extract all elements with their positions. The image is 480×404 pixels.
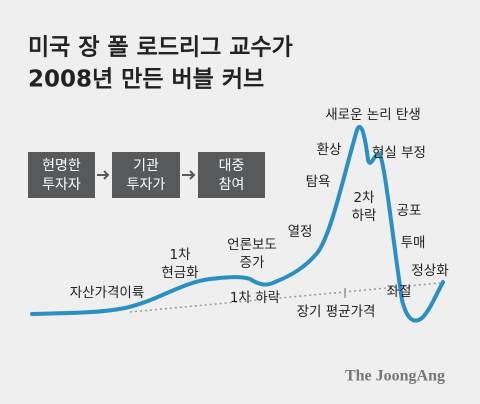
curve-label: 자산가격이륙 [70,285,145,301]
average-line [129,282,441,313]
curve-label: 열정 [288,224,313,240]
source: The JoongAng [345,368,445,385]
arrow [97,170,110,180]
curve-label: 장기 평균가격 [297,304,376,320]
flow-boxes [28,152,265,198]
flow-text: 현명한 [42,158,81,174]
arrow [182,170,196,180]
curve-label: 현금화 [161,265,198,281]
curve-label: 탐욕 [306,174,331,190]
curve-label: 1차 하락 [230,290,280,306]
flow-text: 기관 [133,158,159,174]
bubble-curve [30,124,445,323]
flow-box [28,152,95,198]
flow-box [198,152,265,198]
curve-label: 좌절 [387,284,412,300]
flow-text: 참여 [219,177,245,193]
flow-text: 투자자 [42,177,81,193]
flow-box [112,152,180,198]
curve-label: 새로운 논리 탄생 [325,107,421,123]
curve-label: 정상화 [411,263,448,279]
curve-label: 증가 [240,255,265,271]
curve-label: 공포 [397,203,422,219]
title-line: 미국 장 폴 로드리그 교수가 [28,35,293,61]
curve-label: 투매 [401,235,426,251]
flow-text: 대중 [219,158,245,174]
curve-label: 언론보도 [227,237,277,253]
curve-label: 1차 [169,247,191,263]
curve-label: 2차 [353,190,375,206]
curve-label: 하락 [352,208,377,224]
title-line: 2008년 만든 버블 커브 [28,67,264,93]
curve-label: 현실 부정 [372,145,426,161]
curve-label: 환상 [317,142,342,158]
flow-text: 투자가 [127,177,166,193]
